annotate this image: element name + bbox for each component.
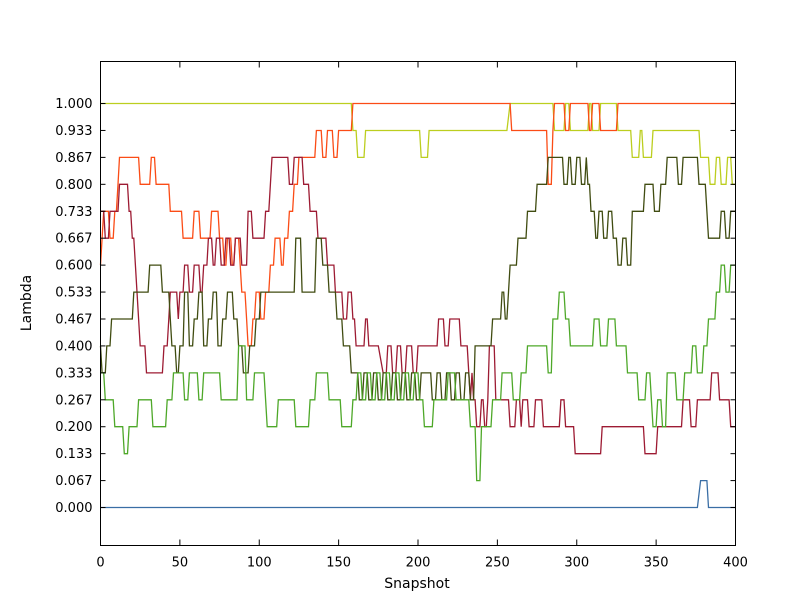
y-tick-label: 0.467 — [55, 312, 92, 327]
series-layer — [99, 102, 736, 509]
x-axis-label: Snapshot — [384, 576, 450, 592]
y-tick-label: 1.000 — [55, 97, 92, 112]
y-tick-label: 0.267 — [55, 393, 92, 408]
y-tick-label: 0.800 — [55, 178, 92, 193]
y-tick-label: 0.533 — [55, 286, 92, 301]
y-tick-label: 0.133 — [55, 447, 92, 462]
y-tick-label: 0.067 — [55, 474, 92, 489]
series-green — [100, 264, 736, 482]
series-maroon — [100, 156, 736, 455]
axes-layer: 0 50 100 150 200 250 300 350 400 0.000 0.067 0.133 0… — [55, 61, 748, 571]
y-tick-label: 0.933 — [55, 124, 92, 139]
x-tick-label: 0 — [96, 556, 104, 571]
y-tick-label: 0.733 — [55, 205, 92, 220]
series-orange-red — [99, 102, 736, 347]
x-tick-label: 100 — [247, 556, 272, 571]
x-tick-label: 350 — [644, 556, 669, 571]
series-dark-olive — [99, 156, 736, 401]
y-tick-label: 0.333 — [55, 366, 92, 381]
x-tick-label: 300 — [564, 556, 589, 571]
x-tick-label: 50 — [172, 556, 189, 571]
series-steel-blue — [100, 479, 736, 509]
y-tick-label: 0.867 — [55, 151, 92, 166]
x-tick-label: 250 — [485, 556, 510, 571]
series-yellow-green — [100, 102, 736, 185]
y-axis-label: Lambda — [19, 275, 35, 331]
y-tick-label: 0.000 — [55, 501, 92, 516]
y-tick-label: 0.400 — [55, 339, 92, 354]
x-tick-label: 200 — [406, 556, 431, 571]
x-tick-label: 150 — [326, 556, 351, 571]
y-tick-label: 0.667 — [55, 232, 92, 247]
y-tick-label: 0.600 — [55, 259, 92, 274]
y-tick-label: 0.200 — [55, 420, 92, 435]
x-tick-label: 400 — [723, 556, 748, 571]
